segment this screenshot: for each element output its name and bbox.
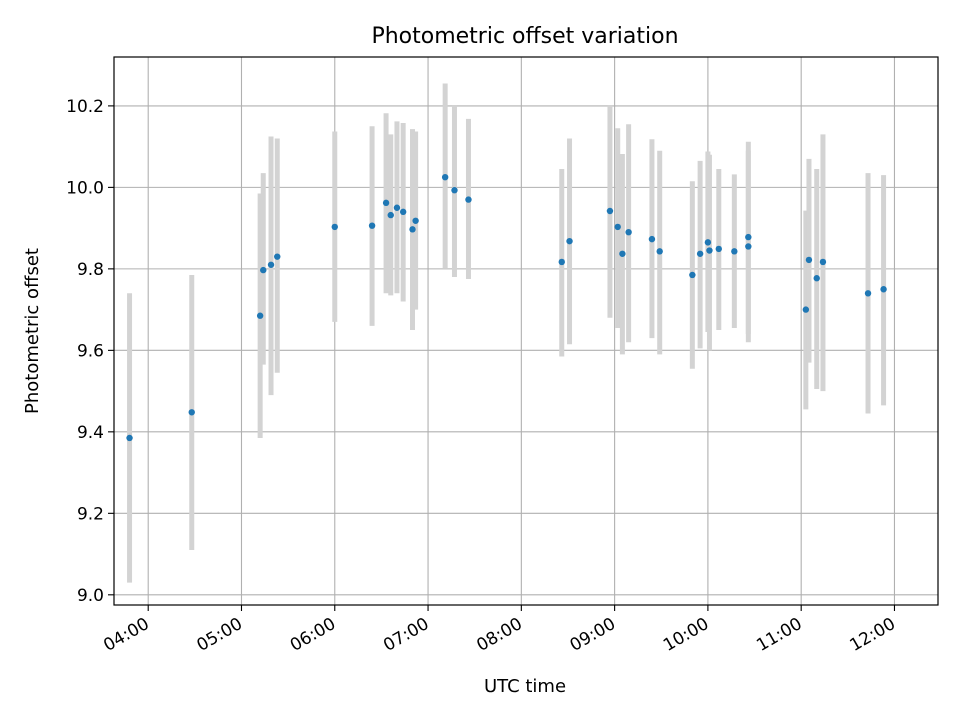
data-point bbox=[745, 233, 752, 241]
data-point bbox=[393, 204, 401, 211]
data-point bbox=[382, 199, 390, 207]
data-point bbox=[409, 226, 416, 233]
x-axis-label: UTC time bbox=[484, 676, 566, 697]
y-axis-ticks: 9.0 9.2 9.4 9.6 9.8 10.0 10.2 bbox=[66, 97, 114, 606]
chart-title: Photometric offset variation bbox=[371, 24, 678, 49]
data-point bbox=[399, 208, 407, 216]
data-point bbox=[813, 275, 820, 282]
data-points bbox=[126, 173, 887, 442]
data-point bbox=[260, 266, 267, 274]
data-point bbox=[465, 196, 472, 203]
data-point bbox=[805, 256, 813, 264]
data-point bbox=[696, 250, 704, 257]
data-point bbox=[331, 223, 338, 231]
data-point bbox=[614, 223, 621, 231]
y-tick-label: 9.0 bbox=[77, 586, 104, 606]
data-point bbox=[558, 258, 565, 266]
y-tick-label: 9.6 bbox=[77, 341, 104, 361]
data-point bbox=[188, 409, 195, 416]
data-point bbox=[441, 173, 449, 181]
y-tick-label: 10.0 bbox=[66, 178, 104, 198]
data-point bbox=[619, 250, 626, 257]
data-point bbox=[606, 207, 614, 215]
data-point bbox=[387, 211, 394, 219]
data-point bbox=[880, 286, 887, 293]
data-point bbox=[802, 306, 810, 313]
data-point bbox=[566, 237, 573, 245]
y-tick-label: 9.4 bbox=[77, 423, 104, 443]
data-point bbox=[126, 434, 133, 442]
y-tick-label: 10.2 bbox=[66, 97, 104, 117]
data-point bbox=[648, 235, 656, 243]
data-point bbox=[706, 247, 713, 254]
data-point bbox=[625, 228, 632, 236]
data-point bbox=[689, 271, 696, 279]
data-point bbox=[745, 243, 752, 250]
y-tick-label: 9.2 bbox=[77, 504, 104, 524]
y-axis-label: Photometric offset bbox=[22, 248, 43, 414]
data-point bbox=[368, 222, 376, 229]
data-point bbox=[274, 253, 281, 260]
data-point bbox=[704, 239, 712, 246]
data-point bbox=[864, 290, 872, 297]
data-point bbox=[731, 248, 738, 255]
data-point bbox=[412, 217, 419, 224]
data-point bbox=[819, 258, 827, 266]
data-point bbox=[656, 248, 663, 255]
plot-frame bbox=[113, 56, 939, 606]
y-tick-label: 9.8 bbox=[77, 260, 104, 280]
data-point bbox=[267, 261, 275, 268]
data-point bbox=[715, 245, 722, 253]
data-point bbox=[451, 187, 458, 194]
data-point bbox=[256, 312, 264, 319]
